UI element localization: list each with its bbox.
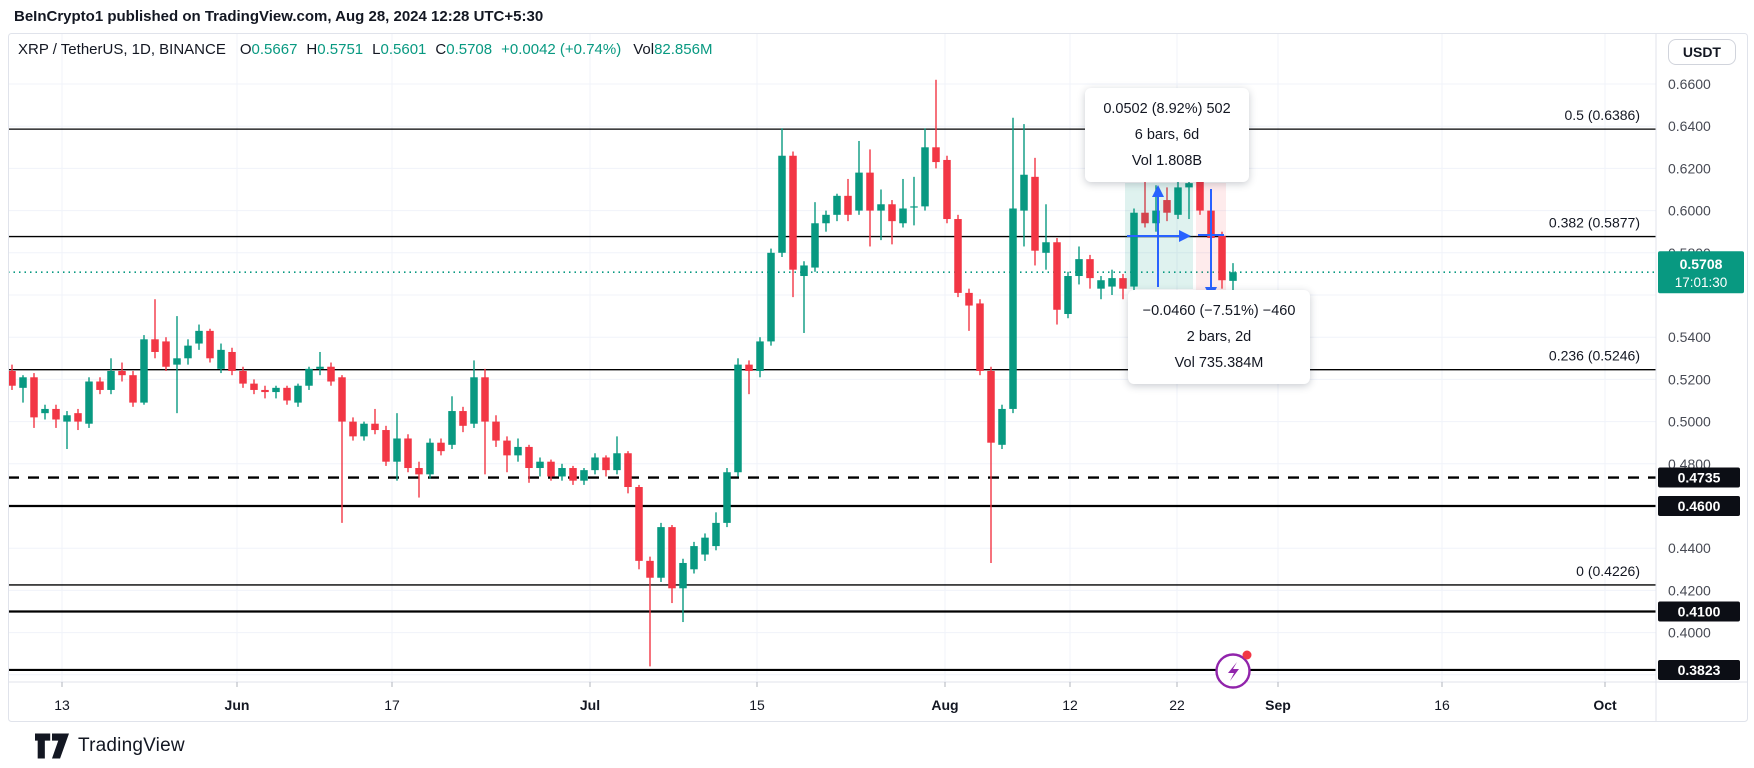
low-label: L	[372, 41, 381, 58]
measure-up-volume: Vol 1.808B	[1131, 153, 1203, 169]
svg-text:0.4600: 0.4600	[1678, 498, 1721, 514]
high-value: 0.5751	[317, 41, 364, 58]
svg-text:0.3823: 0.3823	[1678, 662, 1721, 678]
symbol-info-row: XRP / TetherUS, 1D, BINANCE O0.5667 H0.575…	[18, 41, 712, 58]
measure-down-change: −0.0460 (−7.51%) −460	[1142, 303, 1296, 319]
measure-down-volume: Vol 735.384M	[1174, 355, 1264, 371]
ai-assistant-icon[interactable]	[1215, 650, 1252, 689]
svg-text:12: 12	[1062, 697, 1078, 713]
svg-text:0.5000: 0.5000	[1668, 414, 1711, 430]
price-badge-0.4600	[1658, 496, 1740, 516]
svg-text:Oct: Oct	[1593, 697, 1617, 713]
svg-text:0.5400: 0.5400	[1668, 329, 1711, 345]
svg-text:0.5708: 0.5708	[1680, 256, 1723, 272]
chart-canvas[interactable]: 0.5 (0.6386) 0.382 (0.5877) 0.236 (0.5246)…	[8, 33, 1748, 722]
svg-text:15: 15	[749, 697, 765, 713]
svg-text:0.5200: 0.5200	[1668, 371, 1711, 387]
svg-text:17:01:30: 17:01:30	[1675, 275, 1728, 290]
footer-brand[interactable]: TradingView	[35, 733, 185, 759]
svg-text:0.4000: 0.4000	[1668, 625, 1711, 641]
price-badge-0.4735	[1658, 467, 1740, 488]
svg-text:Sep: Sep	[1265, 697, 1291, 713]
svg-text:Aug: Aug	[931, 697, 958, 713]
high-label: H	[306, 41, 318, 58]
svg-text:17: 17	[384, 697, 400, 713]
svg-text:0.6200: 0.6200	[1668, 160, 1711, 176]
svg-text:0.6400: 0.6400	[1668, 118, 1711, 134]
close-label: C	[435, 41, 447, 58]
time-axis[interactable]: 13 Jun 17 Jul 15 Aug 12 22 Sep 16 Oct	[54, 682, 1617, 713]
attribution-text: BeInCrypto1 published on TradingView.com…	[14, 8, 544, 25]
svg-text:0 (0.4226): 0 (0.4226)	[1576, 563, 1640, 579]
currency-toggle-button[interactable]: USDT	[1667, 39, 1736, 65]
open-label: O	[239, 41, 252, 58]
svg-text:0.5 (0.6386): 0.5 (0.6386)	[1565, 107, 1641, 123]
price-axis[interactable]: 0.66000.64000.62000.60000.58000.54000.52…	[1658, 76, 1744, 680]
measure-tool[interactable]	[1125, 183, 1226, 302]
tradingview-logo-icon	[35, 733, 69, 759]
fib-labels: 0.5 (0.6386) 0.382 (0.5877) 0.236 (0.5246)…	[1549, 107, 1640, 579]
symbol-name[interactable]: XRP / TetherUS, 1D, BINANCE	[18, 41, 226, 58]
svg-text:0.382 (0.5877): 0.382 (0.5877)	[1549, 215, 1640, 231]
volume-value: 82.856M	[654, 41, 713, 58]
low-value: 0.5601	[380, 41, 427, 58]
close-value: 0.5708	[446, 41, 493, 58]
volume-label: Vol	[633, 41, 655, 58]
chart-widget: 0.5 (0.6386) 0.382 (0.5877) 0.236 (0.5246)…	[8, 33, 1748, 722]
svg-text:0.4100: 0.4100	[1678, 604, 1721, 620]
svg-text:0.4200: 0.4200	[1668, 582, 1711, 598]
svg-text:0.6600: 0.6600	[1668, 76, 1711, 92]
open-value: 0.5667	[251, 41, 298, 58]
svg-text:0.6000: 0.6000	[1668, 203, 1711, 219]
svg-text:22: 22	[1169, 697, 1185, 713]
candles	[8, 79, 1237, 667]
svg-text:0.236 (0.5246): 0.236 (0.5246)	[1549, 348, 1640, 364]
measure-up-tooltip: 0.0502 (8.92%) 502 6 bars, 6d Vol 1.808B	[1085, 88, 1249, 182]
last-price-badge	[1658, 251, 1744, 294]
measure-down-bars: 2 bars, 2d	[1186, 329, 1252, 345]
svg-text:Jul: Jul	[580, 697, 600, 713]
svg-text:0.4735: 0.4735	[1678, 470, 1721, 486]
tradingview-logo-text: TradingView	[78, 735, 185, 756]
change-value: +0.0042 (+0.74%)	[501, 41, 622, 58]
svg-text:0.4400: 0.4400	[1668, 540, 1711, 556]
svg-text:16: 16	[1434, 697, 1450, 713]
measure-up-change: 0.0502 (8.92%) 502	[1103, 101, 1231, 117]
measure-up-bars: 6 bars, 6d	[1134, 127, 1200, 143]
svg-text:Jun: Jun	[225, 697, 250, 713]
measure-down-tooltip: −0.0460 (−7.51%) −460 2 bars, 2d Vol 735…	[1128, 290, 1310, 384]
price-badge-0.4100	[1658, 601, 1740, 622]
svg-text:13: 13	[54, 697, 70, 713]
level-lines[interactable]	[8, 128, 1656, 672]
price-badge-0.3823	[1658, 659, 1740, 680]
